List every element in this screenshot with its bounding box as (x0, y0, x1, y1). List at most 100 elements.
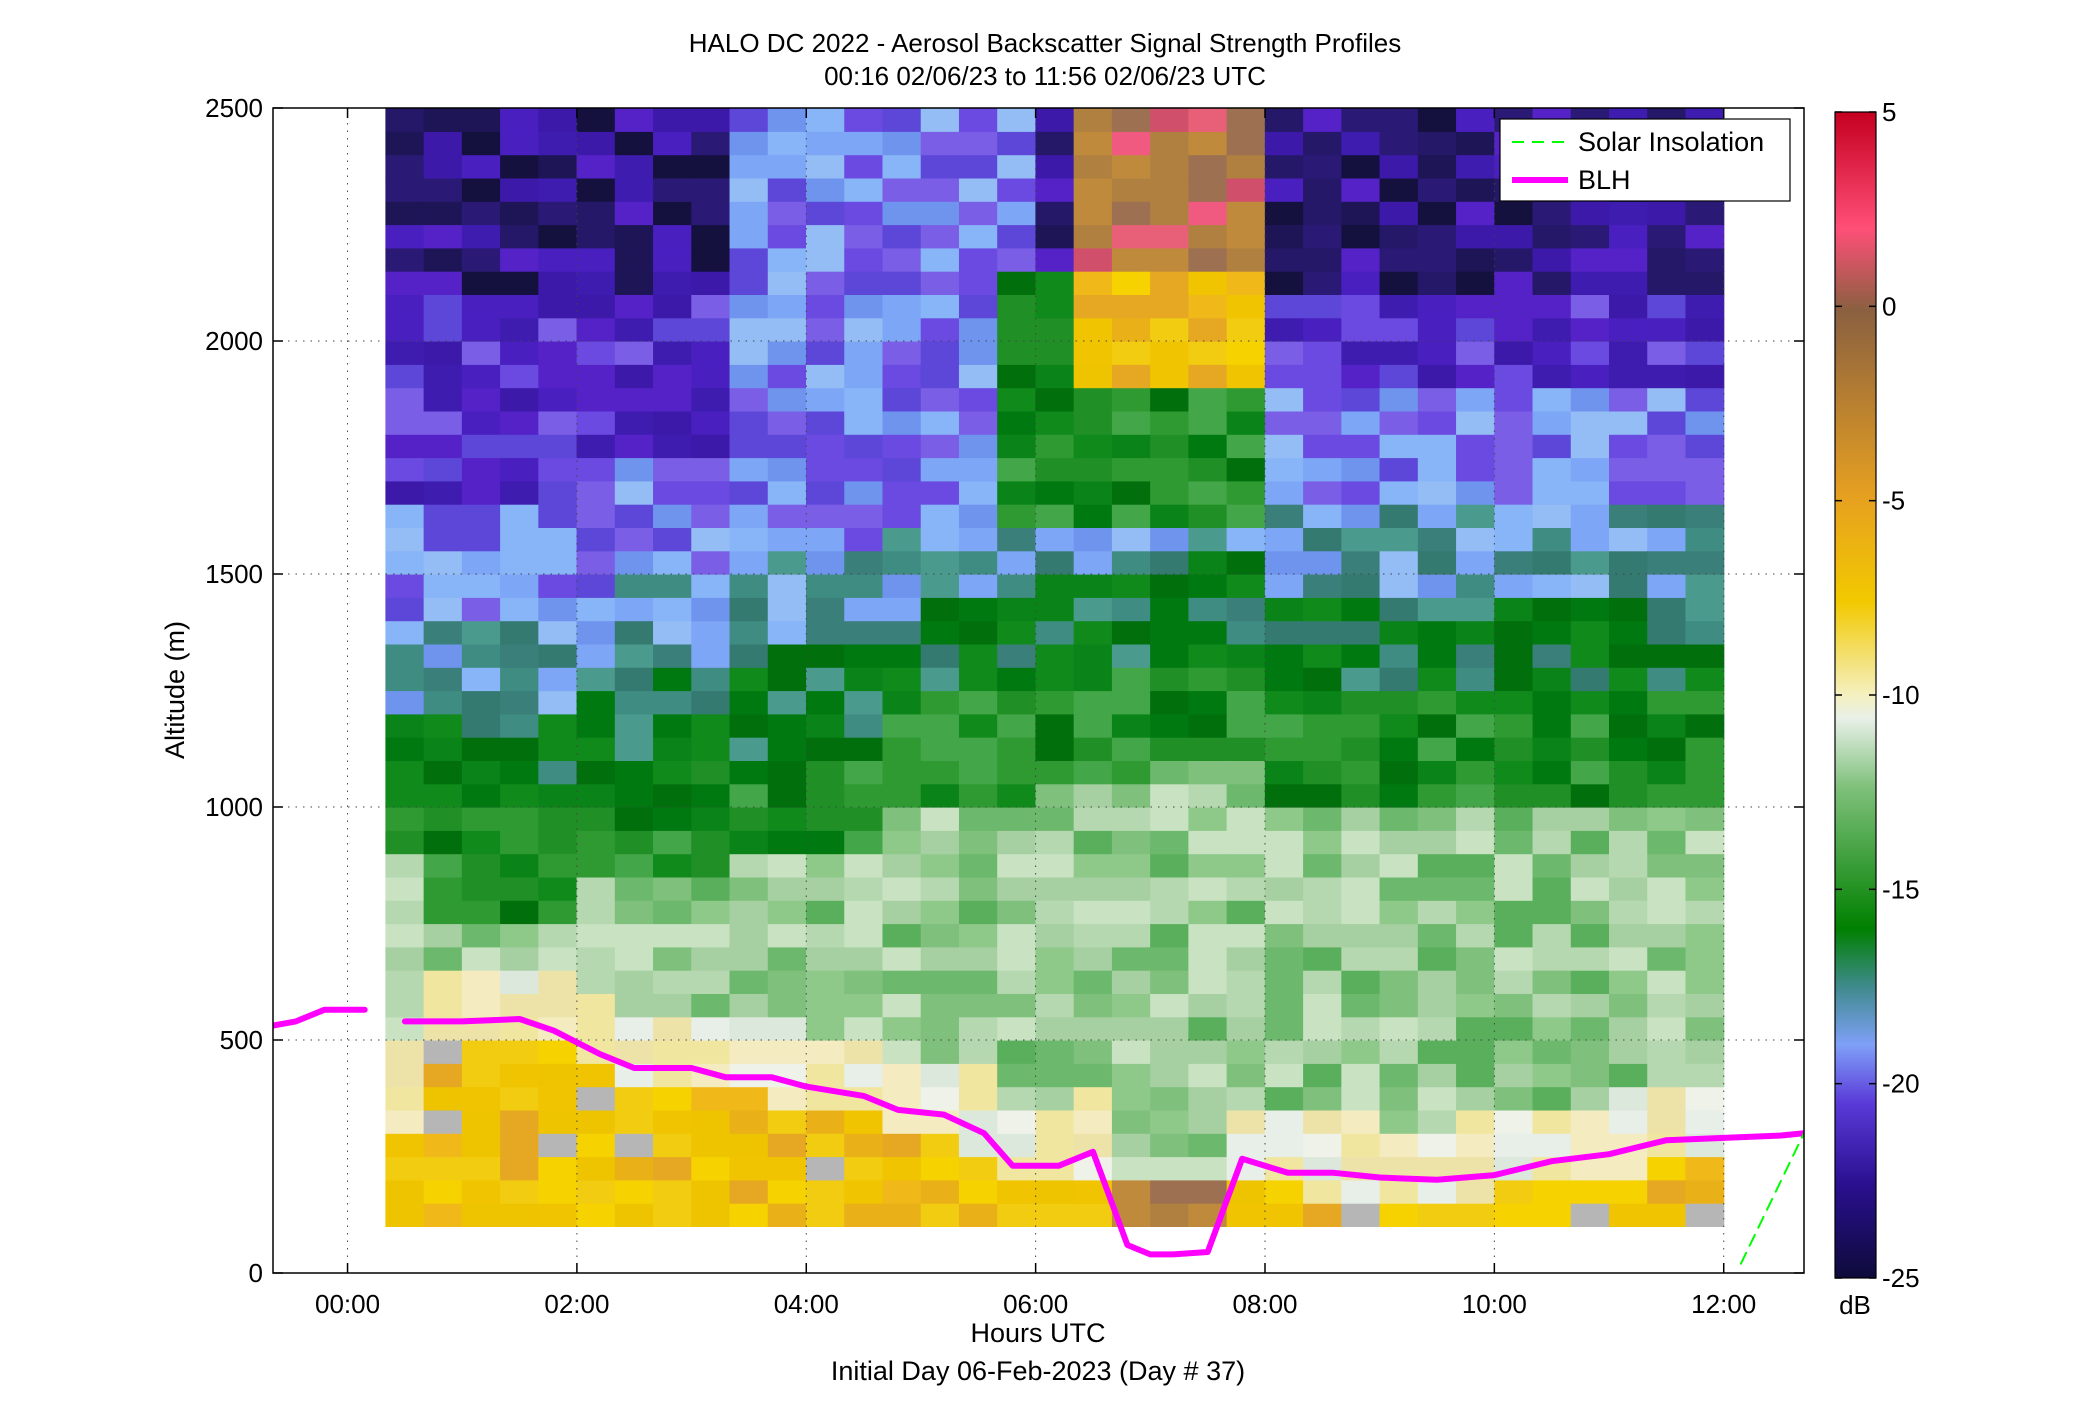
heatmap-cell (500, 1040, 539, 1064)
heatmap-cell (691, 807, 731, 831)
heatmap-cell (1341, 853, 1381, 878)
heatmap-cell (691, 550, 731, 575)
heatmap-cell (806, 876, 845, 901)
heatmap-cell (1456, 946, 1495, 971)
heatmap-cell (1150, 900, 1189, 925)
heatmap-cell (1264, 1179, 1304, 1204)
heatmap-cell (461, 550, 501, 575)
heatmap-cell (653, 760, 692, 785)
heatmap-cell (1417, 480, 1457, 505)
heatmap-cell (576, 480, 616, 505)
heatmap-cell (1456, 527, 1495, 552)
heatmap-cell (576, 783, 616, 808)
heatmap-cell (1303, 271, 1342, 295)
heatmap-cell (1073, 783, 1113, 808)
heatmap-cell (729, 597, 769, 622)
heatmap-cell (806, 713, 845, 738)
heatmap-cell (729, 387, 769, 412)
heatmap-cell (423, 201, 463, 226)
heatmap-cell (1341, 201, 1381, 226)
heatmap-cell (844, 457, 884, 482)
heatmap-cell (844, 1156, 884, 1181)
heatmap-cell (500, 713, 539, 738)
heatmap-cell (538, 1086, 578, 1111)
legend: Solar Insolation BLH (1499, 118, 1791, 202)
heatmap-cell (1226, 434, 1266, 459)
heatmap-cell (958, 480, 998, 505)
heatmap-cell (1379, 807, 1419, 831)
heatmap-cell (1570, 993, 1610, 1018)
heatmap-cell (1073, 201, 1113, 226)
heatmap-cell (1303, 1016, 1342, 1041)
heatmap-cell (538, 853, 578, 878)
x-tick-label: 10:00 (1462, 1289, 1527, 1319)
heatmap-cell (958, 923, 998, 948)
heatmap-cell (1264, 876, 1304, 901)
series-layer (273, 1006, 1804, 1265)
heatmap-cell (920, 317, 960, 342)
heatmap-cell (1417, 853, 1457, 878)
heatmap-cell (1150, 993, 1189, 1018)
heatmap-cell (614, 713, 654, 738)
heatmap-cell (806, 597, 845, 622)
heatmap-cell (461, 1086, 501, 1111)
heatmap-cell (461, 1109, 501, 1134)
heatmap-cell (1417, 760, 1457, 785)
heatmap-cell (1188, 317, 1228, 342)
heatmap-cell (844, 294, 884, 319)
heatmap-cell (1073, 247, 1113, 272)
heatmap-cell (500, 643, 539, 668)
heatmap-cell (1647, 574, 1687, 598)
heatmap-cell (997, 970, 1037, 994)
heatmap-cell (1532, 643, 1572, 668)
heatmap-cell (1647, 993, 1687, 1018)
heatmap-cell (614, 410, 654, 435)
x-tick-label: 12:00 (1691, 1289, 1756, 1319)
heatmap-cell (653, 574, 692, 598)
heatmap-cell (806, 1156, 845, 1181)
heatmap-cell (1532, 364, 1572, 389)
x-axis-ticks: 00:00 02:00 04:00 06:00 08:00 10:00 12:00 (315, 108, 1756, 1319)
heatmap-cell (958, 574, 998, 598)
heatmap-cell (958, 853, 998, 878)
heatmap-cell (806, 480, 845, 505)
heatmap-cell (576, 1179, 616, 1204)
heatmap-cell (997, 1203, 1037, 1227)
heatmap-cell (844, 597, 884, 622)
heatmap-cell (920, 154, 960, 179)
heatmap-cell (1150, 597, 1189, 622)
heatmap-cell (1647, 1063, 1687, 1088)
heatmap-cell (614, 993, 654, 1018)
heatmap-cell (729, 247, 769, 272)
heatmap-cell (1341, 247, 1381, 272)
heatmap-cell (423, 294, 463, 319)
heatmap-cell (1685, 667, 1725, 692)
heatmap-cell (385, 760, 425, 785)
heatmap-cell (1456, 271, 1495, 295)
heatmap-cell (1035, 177, 1075, 202)
heatmap-cell (1035, 620, 1075, 645)
heatmap-cell (1494, 294, 1534, 319)
heatmap-cell (500, 1109, 539, 1134)
heatmap-cell (538, 341, 578, 365)
heatmap-cell (1150, 341, 1189, 365)
heatmap-cell (1188, 713, 1228, 738)
heatmap-cell (1035, 783, 1075, 808)
heatmap-cell (1417, 1203, 1457, 1227)
heatmap-cell (1647, 853, 1687, 878)
heatmap-cell (1150, 247, 1189, 272)
heatmap-cell (1341, 783, 1381, 808)
heatmap-cell (882, 620, 922, 645)
heatmap-cell (1570, 1156, 1610, 1181)
heatmap-cell (576, 970, 616, 994)
heatmap-cell (500, 667, 539, 692)
heatmap-cell (1303, 1040, 1342, 1064)
heatmap-cell (1188, 690, 1228, 715)
heatmap-cell (1685, 993, 1725, 1018)
heatmap-cell (385, 1179, 425, 1204)
heatmap-cell (1379, 131, 1419, 156)
heatmap-cell (1379, 527, 1419, 552)
heatmap-cell (1494, 1203, 1534, 1227)
heatmap-cell (844, 1063, 884, 1088)
heatmap-cell (729, 993, 769, 1018)
